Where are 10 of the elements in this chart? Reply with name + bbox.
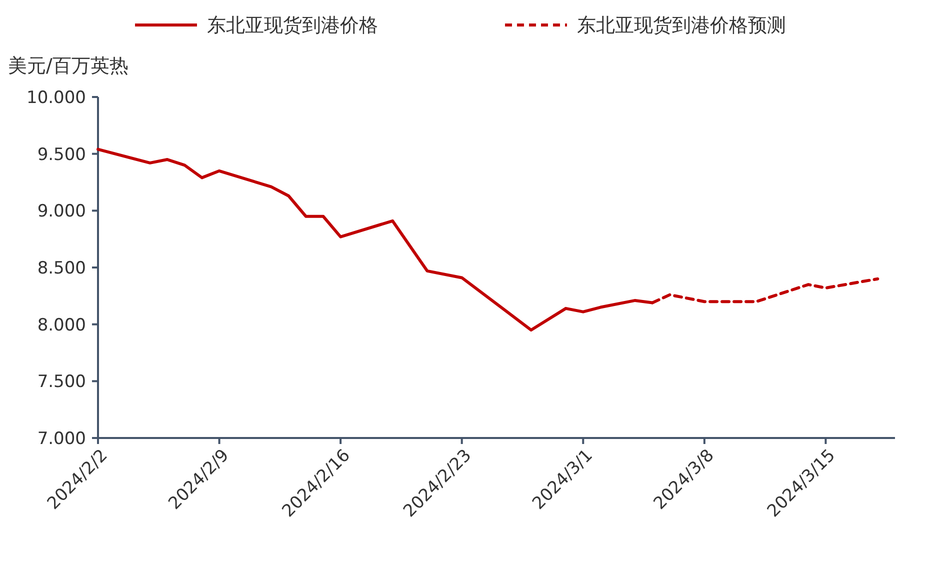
- y-tick-label: 9.000: [37, 202, 86, 222]
- y-tick-label: 8.000: [37, 315, 86, 336]
- y-tick-label: 9.500: [37, 144, 86, 165]
- legend-label: 东北亚现货到港价格预测: [577, 14, 786, 37]
- y-tick-label: 7.500: [37, 372, 86, 392]
- legend-label: 东北亚现货到港价格: [207, 14, 378, 37]
- y-tick-label: 10.000: [26, 88, 86, 108]
- y-tick-label: 7.000: [37, 428, 86, 449]
- y-axis-title: 美元/百万英热: [8, 55, 128, 77]
- y-tick-label: 8.500: [37, 258, 86, 278]
